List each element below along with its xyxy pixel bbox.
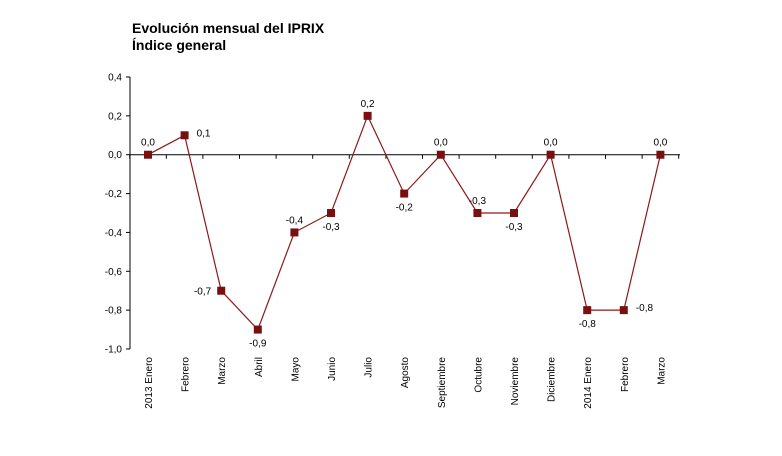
x-tick-label: Julio bbox=[364, 357, 375, 378]
data-label: -0,8 bbox=[636, 303, 654, 314]
data-point-marker bbox=[180, 131, 189, 140]
chart-axes: 0,4 0,2 0,0 -0,2 -0,4 -0,6 -0,8 -1,0 2013 Enero F… bbox=[105, 73, 680, 409]
chart-series bbox=[144, 111, 665, 334]
data-label: 0,2 bbox=[361, 99, 375, 110]
data-label: -0,2 bbox=[396, 203, 414, 214]
x-tick-label: Febrero bbox=[181, 357, 192, 392]
data-point-marker bbox=[253, 325, 262, 334]
y-tick-label: 0,2 bbox=[108, 111, 122, 122]
data-point-marker bbox=[510, 209, 518, 217]
data-point-marker bbox=[217, 286, 226, 295]
data-point-marker bbox=[473, 209, 482, 217]
x-tick-label: Febrero bbox=[620, 357, 631, 392]
data-point-marker bbox=[583, 306, 592, 315]
data-label: 0,0 bbox=[141, 138, 155, 149]
data-point-marker bbox=[290, 228, 299, 237]
data-label: -0,8 bbox=[579, 319, 597, 330]
data-label: -0,3 bbox=[505, 222, 523, 233]
data-point-marker bbox=[656, 150, 665, 159]
x-tick-label: Marzo bbox=[217, 357, 228, 385]
data-point-marker bbox=[400, 189, 409, 198]
y-tick-label: -0,6 bbox=[105, 267, 123, 278]
data-point-marker bbox=[436, 150, 445, 159]
data-point-marker bbox=[546, 150, 555, 159]
y-tick-label: -0,2 bbox=[105, 189, 123, 200]
x-tick-label: 2013 Enero bbox=[144, 357, 155, 409]
data-point-marker bbox=[619, 306, 628, 315]
x-tick-label: Noviembre bbox=[510, 357, 521, 406]
x-tick-label: Mayo bbox=[290, 357, 301, 382]
x-tick-label: Octubre bbox=[473, 357, 484, 393]
y-tick-label: -0,8 bbox=[105, 306, 123, 317]
data-label: 0,0 bbox=[653, 138, 667, 149]
x-tick-label: 2014 Enero bbox=[583, 357, 594, 409]
data-label: -0,4 bbox=[286, 215, 304, 226]
data-label: 0,0 bbox=[544, 138, 558, 149]
data-label: -0,3 bbox=[322, 222, 340, 233]
chart-data-labels: 0,0 0,1 -0,7 -0,9 -0,4 -0,3 0,2 -0,2 0,0 -0,3 -0,3… bbox=[141, 99, 668, 350]
data-label: -0,9 bbox=[249, 339, 267, 350]
x-tick-label: Septiembre bbox=[437, 357, 448, 409]
chart-title: Evolución mensual del IPRIX bbox=[132, 20, 325, 36]
data-label: 0,0 bbox=[434, 138, 448, 149]
x-tick-label: Agosto bbox=[400, 357, 411, 389]
data-label: -0,3 bbox=[469, 196, 487, 207]
data-point-marker bbox=[363, 111, 372, 120]
data-label: 0,1 bbox=[197, 128, 211, 139]
data-point-marker bbox=[144, 150, 152, 159]
x-tick-label: Abril bbox=[254, 357, 265, 377]
data-label: -0,7 bbox=[194, 287, 212, 298]
chart-title-block: Evolución mensual del IPRIX Índice gener… bbox=[132, 20, 324, 54]
x-tick-label: Marzo bbox=[656, 357, 667, 385]
y-tick-label: 0,0 bbox=[108, 150, 122, 161]
data-point-marker bbox=[327, 209, 335, 217]
y-tick-label: -0,4 bbox=[105, 228, 123, 239]
chart-subtitle: Índice general bbox=[132, 37, 227, 53]
series-line bbox=[147, 114, 661, 331]
x-tick-label: Diciembre bbox=[547, 357, 558, 402]
x-tick-label: Junio bbox=[327, 357, 338, 381]
y-tick-label: 0,4 bbox=[108, 73, 122, 84]
y-tick-label: -1,0 bbox=[105, 345, 123, 356]
